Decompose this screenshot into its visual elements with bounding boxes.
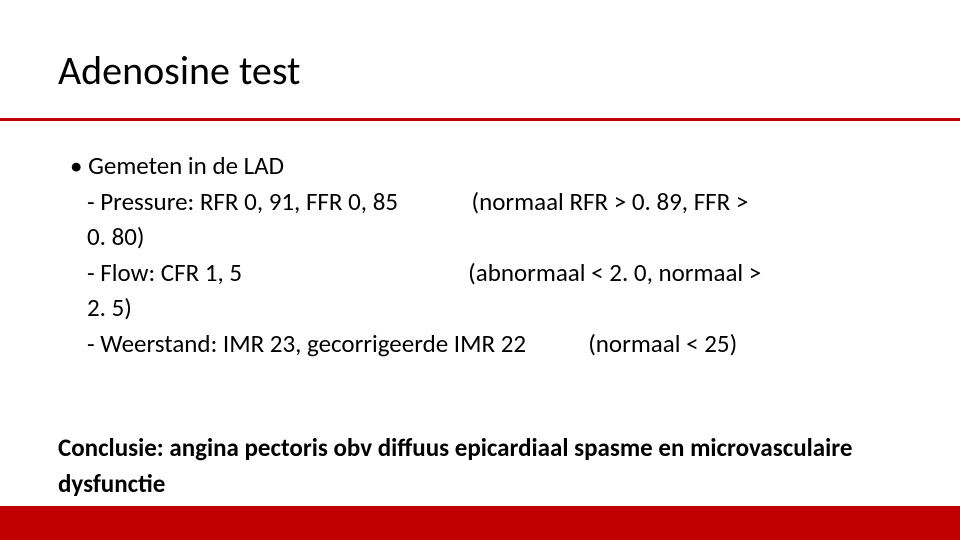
slide: Adenosine test • Gemeten in de LAD - Pre…	[0, 0, 960, 540]
slide-title: Adenosine test	[58, 46, 300, 95]
conclusion-text: Conclusie: angina pectoris obv diffuus e…	[58, 430, 898, 501]
body-line-5: 2. 5)	[70, 290, 890, 326]
bottom-accent-bar	[0, 506, 960, 540]
slide-body: • Gemeten in de LAD - Pressure: RFR 0, 9…	[70, 148, 890, 361]
title-underline	[0, 118, 960, 121]
body-line-6: - Weerstand: IMR 23, gecorrigeerde IMR 2…	[70, 326, 890, 362]
body-line-2: - Pressure: RFR 0, 91, FFR 0, 85 (normaa…	[70, 184, 890, 220]
body-line-1: • Gemeten in de LAD	[70, 148, 890, 184]
body-line-3: 0. 80)	[70, 219, 890, 255]
body-line-4: - Flow: CFR 1, 5 (abnormaal < 2. 0, norm…	[70, 255, 890, 291]
